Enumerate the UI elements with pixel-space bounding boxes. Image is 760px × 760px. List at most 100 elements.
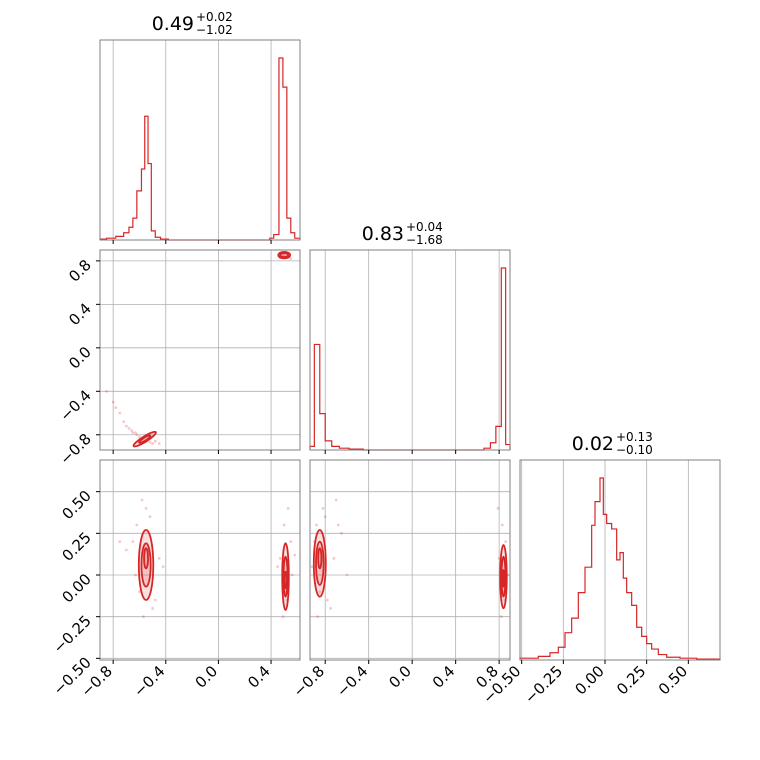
- contour-level: [283, 570, 288, 590]
- scatter-point: [105, 389, 108, 393]
- scatter-point: [138, 590, 141, 594]
- histogram-bin: [550, 653, 558, 660]
- panel-frame: [519, 459, 721, 661]
- histogram-bin: [607, 524, 612, 661]
- histogram-bin: [617, 560, 620, 660]
- contour-level: [317, 547, 323, 570]
- scatter-point: [281, 615, 285, 619]
- panel-hist-0: [99, 39, 301, 244]
- title-upper-error: +0.04: [406, 220, 443, 234]
- histogram-bin: [595, 502, 600, 660]
- scatter-point: [325, 598, 329, 602]
- x-tick-label: 0.0: [192, 662, 222, 692]
- scatter-point: [135, 523, 139, 527]
- title-upper-error: +0.02: [196, 10, 233, 24]
- scatter-point: [151, 442, 155, 445]
- y-tick-label: 0.50: [58, 487, 94, 523]
- title-lower-error: −1.02: [196, 23, 233, 37]
- scatter-point: [323, 515, 327, 519]
- panel-frame: [99, 249, 301, 451]
- panel-frame: [99, 459, 301, 661]
- scatter-point: [124, 424, 128, 428]
- scatter-point: [334, 498, 338, 502]
- scatter-point: [134, 573, 137, 577]
- histogram-bin: [325, 441, 332, 450]
- scatter-point: [318, 590, 322, 594]
- x-tick-label: 0.50: [655, 662, 691, 698]
- contour-level: [279, 252, 290, 258]
- histogram-bin: [627, 593, 632, 660]
- histogram-bin: [572, 618, 579, 660]
- x-tick-label: 0.25: [613, 662, 649, 698]
- panel-frame: [309, 459, 511, 661]
- x-tick-label: 0.4: [244, 662, 274, 692]
- scatter-point: [131, 431, 135, 435]
- scatter-point: [345, 573, 349, 577]
- panel-scatter-2: −0.8 −0.4 0.0 0.4 0.8: [290, 459, 511, 701]
- histogram-bin: [578, 593, 585, 660]
- histogram-bin: [585, 567, 592, 660]
- scatter-point: [496, 506, 500, 510]
- histogram-bin: [558, 647, 565, 660]
- histogram-bin: [314, 344, 319, 450]
- histogram-bin: [320, 414, 325, 450]
- y-tick-label: 0.8: [65, 256, 95, 286]
- scatter-point: [500, 523, 504, 527]
- title-value: 0.02: [572, 433, 614, 455]
- histogram-line: [99, 57, 301, 241]
- x-tick-label: 0.00: [571, 662, 607, 698]
- panel-hist-2: −0.50−0.25 0.00 0.25 0.50: [479, 459, 721, 707]
- y-tick-label: 0.25: [58, 528, 94, 564]
- scatter-point: [316, 615, 320, 619]
- scatter-point: [148, 440, 152, 444]
- panel-scatter-0: −0.8 −0.4 0.0 0.4 0.8: [56, 249, 301, 468]
- histogram-bin: [642, 636, 647, 660]
- x-tick-label: −0.4: [333, 662, 371, 700]
- scatter-point: [111, 400, 115, 404]
- scatter-point: [135, 433, 139, 437]
- scatter-point: [153, 439, 157, 443]
- scatter-point: [151, 606, 155, 610]
- histogram-bin: [612, 529, 617, 660]
- x-tick-label: −0.8: [290, 662, 328, 700]
- scatter-point: [161, 565, 165, 569]
- scatter-point: [140, 498, 144, 502]
- x-tick-label: −0.4: [130, 662, 168, 700]
- title-upper-error: +0.13: [616, 430, 653, 444]
- y-tick-label: −0.4: [56, 386, 94, 424]
- x-tick-label: 0.0: [385, 662, 415, 692]
- scatter-point: [118, 540, 122, 544]
- histogram-line: [309, 267, 511, 451]
- scatter-point: [134, 431, 137, 435]
- y-tick-label: 0.0: [65, 343, 95, 373]
- histogram-bin: [490, 443, 495, 450]
- scatter-point: [114, 406, 118, 410]
- scatter-point: [286, 506, 290, 510]
- scatter-point: [329, 606, 333, 610]
- scatter-point: [142, 615, 145, 619]
- histogram-bin: [501, 268, 505, 450]
- title-value: 0.83: [362, 223, 404, 245]
- panel-hist-1: [309, 249, 511, 454]
- scatter-point: [122, 420, 126, 424]
- scatter-point: [138, 435, 141, 439]
- title-lower-error: −1.68: [406, 233, 443, 247]
- histogram-bin: [647, 644, 652, 660]
- y-tick-label: 0.00: [58, 570, 94, 606]
- scatter-point: [310, 565, 314, 569]
- scatter-point: [340, 531, 343, 535]
- histogram-bin: [496, 426, 501, 450]
- scatter-point: [289, 257, 293, 261]
- histogram-bin: [637, 627, 642, 660]
- panel-title-0: 0.49 +0.02−1.02: [152, 10, 233, 37]
- scatter-point: [278, 556, 282, 560]
- scatter-point: [144, 506, 148, 510]
- y-tick-label: 0.4: [65, 299, 95, 329]
- histogram-bin: [274, 235, 279, 240]
- scatter-point: [157, 442, 161, 445]
- histogram-bin: [124, 233, 129, 240]
- scatter-point: [127, 426, 131, 430]
- scatter-point: [293, 553, 297, 557]
- scatter-point: [336, 523, 340, 527]
